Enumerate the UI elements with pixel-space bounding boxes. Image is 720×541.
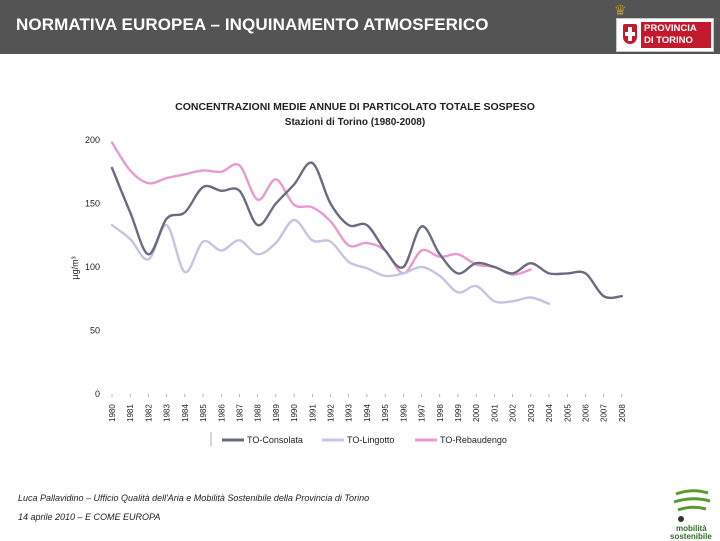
x-tick-label: 1981 — [126, 404, 135, 422]
x-tick-label: 2005 — [563, 404, 572, 422]
mobilita-logo-line1: mobilità — [676, 524, 707, 533]
shield-icon — [623, 24, 637, 44]
chart-title: CONCENTRAZIONI MEDIE ANNUE DI PARTICOLAT… — [175, 101, 535, 113]
x-tick-label: 2002 — [509, 404, 518, 422]
x-tick-label: 1986 — [217, 404, 226, 422]
x-tick-label: 1997 — [418, 404, 427, 422]
x-tick-label: 2007 — [600, 404, 609, 422]
x-tick-label: 1983 — [163, 404, 172, 422]
y-tick-label: 0 — [95, 389, 100, 399]
x-tick-label: 1985 — [199, 404, 208, 422]
x-tick-label: 2006 — [581, 404, 590, 422]
y-tick-label: 150 — [85, 199, 100, 209]
provincia-logo-line2: DI TORINO — [644, 35, 693, 46]
y-tick-label: 100 — [85, 262, 100, 272]
y-tick-label: 50 — [90, 326, 100, 336]
x-tick-label: 1991 — [308, 404, 317, 422]
series-line-to-consolata — [110, 161, 624, 300]
x-tick-label: 1996 — [399, 404, 408, 422]
footer-credit: Luca Pallavidino – Ufficio Qualità dell'… — [18, 493, 370, 503]
x-tick-label: 1990 — [290, 404, 299, 422]
provincia-logo: PROVINCIA DI TORINO — [616, 18, 714, 52]
legend-label: TO-Rebaudengo — [440, 435, 507, 445]
x-tick-label: 2003 — [527, 404, 536, 422]
x-tick-label: 1980 — [108, 404, 117, 422]
mobilita-logo-text: mobilità sostenibile — [670, 525, 712, 541]
series-line-to-rebaudengo — [110, 141, 532, 276]
x-tick-label: 2000 — [472, 404, 481, 422]
mobilita-logo-line2: sostenibile — [670, 532, 712, 541]
x-tick-label: 1994 — [363, 404, 372, 422]
provincia-logo-line1: PROVINCIA — [644, 23, 697, 34]
chart-subtitle: Stazioni di Torino (1980-2008) — [285, 117, 425, 128]
x-tick-label: 1993 — [345, 404, 354, 422]
legend-label: TO-Consolata — [247, 435, 303, 445]
provincia-logo-text: PROVINCIA DI TORINO — [641, 22, 711, 48]
x-tick-label: 1984 — [181, 404, 190, 422]
mobilita-sostenibile-logo — [673, 489, 711, 522]
legend-label: TO-Lingotto — [347, 435, 394, 445]
x-tick-label: 1988 — [254, 404, 263, 422]
x-tick-label: 1989 — [272, 404, 281, 422]
x-tick-label: 1999 — [454, 404, 463, 422]
y-axis-label: µg/m³ — [70, 256, 80, 279]
y-tick-label: 200 — [85, 135, 100, 145]
x-tick-label: 1982 — [144, 404, 153, 422]
x-tick-label: 1987 — [235, 404, 244, 422]
page-title: NORMATIVA EUROPEA – INQUINAMENTO ATMOSFE… — [16, 15, 489, 34]
chart: CONCENTRAZIONI MEDIE ANNUE DI PARTICOLAT… — [70, 101, 627, 446]
x-tick-label: 1992 — [327, 404, 336, 422]
x-tick-label: 2008 — [618, 404, 627, 422]
x-tick-label: 1995 — [381, 404, 390, 422]
x-tick-label: 1998 — [436, 404, 445, 422]
crown-icon: ♛ — [614, 2, 627, 18]
header-bar: NORMATIVA EUROPEA – INQUINAMENTO ATMOSFE… — [0, 0, 720, 54]
series-line-to-lingotto — [110, 218, 551, 305]
x-tick-label: 2001 — [490, 404, 499, 422]
x-tick-label: 2004 — [545, 404, 554, 422]
footer-date: 14 aprile 2010 – E COME EUROPA — [18, 512, 161, 522]
